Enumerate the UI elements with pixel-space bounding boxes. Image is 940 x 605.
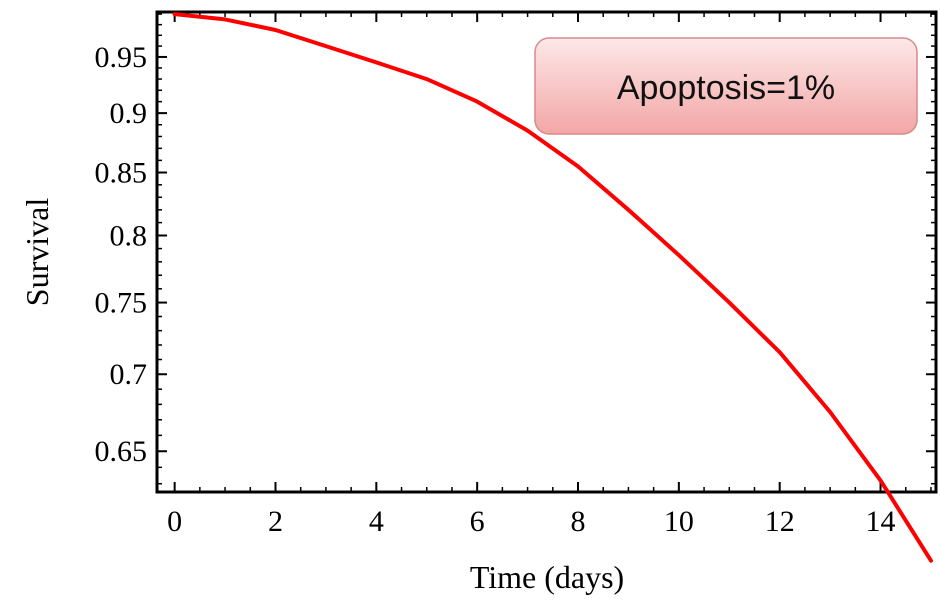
data-point bbox=[274, 29, 276, 31]
x-tick-label: 6 bbox=[470, 505, 485, 538]
data-point bbox=[880, 479, 882, 481]
data-point bbox=[527, 130, 529, 132]
y-tick-label: 0.75 bbox=[95, 287, 148, 320]
data-point bbox=[627, 209, 629, 211]
y-tick-label: 0.85 bbox=[95, 157, 148, 190]
x-tick-label: 0 bbox=[167, 505, 182, 538]
data-point bbox=[779, 351, 781, 353]
data-point bbox=[325, 45, 327, 47]
annotation-box: Apoptosis=1% bbox=[534, 37, 918, 135]
series-group bbox=[172, 12, 933, 563]
x-tick-label: 12 bbox=[765, 505, 795, 538]
x-tick-label: 4 bbox=[369, 505, 384, 538]
y-tick-label: 0.8 bbox=[110, 220, 148, 253]
y-tick-label: 0.9 bbox=[110, 97, 148, 130]
plot-frame bbox=[155, 10, 938, 494]
data-point bbox=[577, 165, 579, 167]
y-tick-label: 0.95 bbox=[95, 41, 148, 74]
y-axis-title: Survival bbox=[19, 198, 55, 307]
data-point bbox=[426, 78, 428, 80]
data-point bbox=[174, 13, 176, 15]
x-axis-ticks: 0 2 4 6 8 10 12 14 bbox=[167, 12, 896, 538]
y-axis-ticks: 0.65 0.7 0.75 0.8 0.85 0.9 0.95 bbox=[95, 41, 936, 468]
x-tick-label: 2 bbox=[268, 505, 283, 538]
series-line bbox=[172, 12, 933, 563]
data-point bbox=[930, 560, 932, 562]
y-tick-label: 0.65 bbox=[95, 435, 148, 468]
data-point bbox=[728, 302, 730, 304]
data-point bbox=[678, 254, 680, 256]
data-point bbox=[224, 18, 226, 20]
data-point bbox=[375, 61, 377, 63]
x-tick-label: 10 bbox=[664, 505, 694, 538]
y-tick-label: 0.7 bbox=[110, 358, 148, 391]
data-point bbox=[829, 411, 831, 413]
x-axis-title: Time (days) bbox=[470, 559, 624, 595]
minor-ticks bbox=[157, 12, 936, 492]
annotation-text: Apoptosis=1% bbox=[617, 69, 835, 107]
x-tick-label: 14 bbox=[866, 505, 896, 538]
x-tick-label: 8 bbox=[571, 505, 586, 538]
data-point bbox=[476, 101, 478, 103]
